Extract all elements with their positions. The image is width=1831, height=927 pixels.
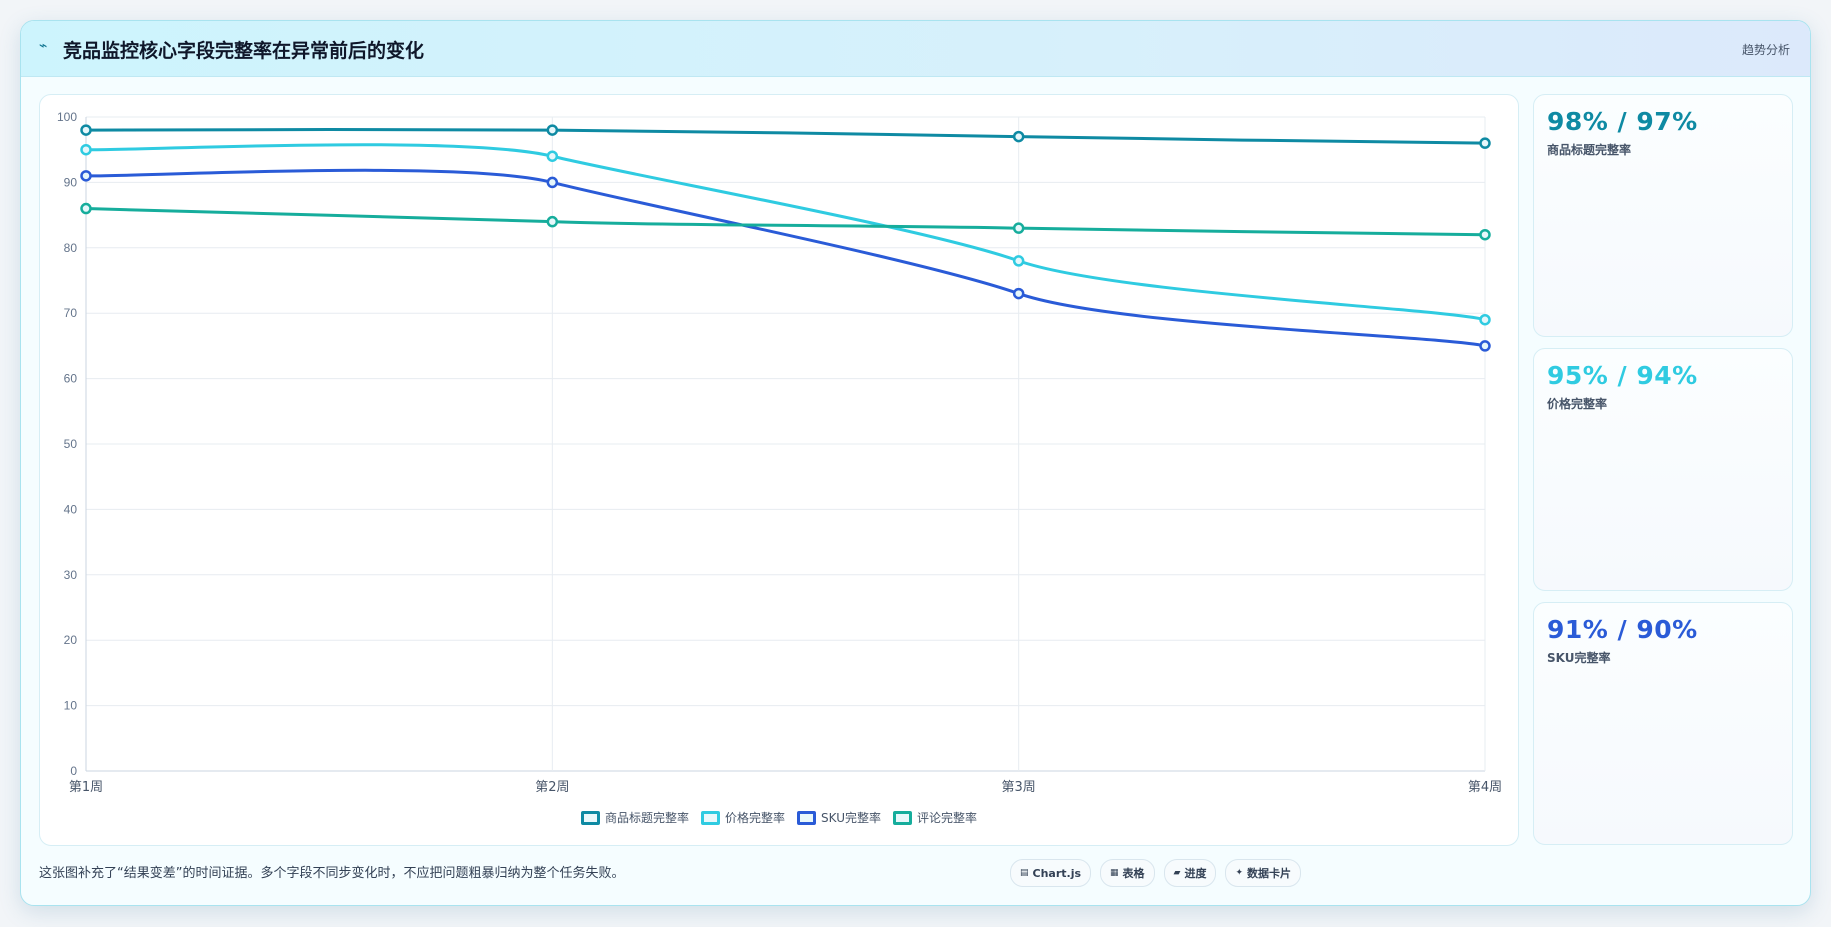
legend-swatch: [701, 810, 721, 825]
stat-value: 91% / 90%: [1547, 615, 1698, 644]
chart-icon: ▤: [1020, 868, 1029, 878]
data-point: [1012, 222, 1025, 234]
stat-card-price: 95% / 94% 价格完整率: [1533, 348, 1793, 591]
data-point: [80, 170, 92, 182]
legend-swatch: [581, 810, 600, 825]
chip-label: 数据卡片: [1247, 867, 1292, 880]
stat-card-title: 98% / 97% 商品标题完整率: [1533, 94, 1793, 337]
analysis-tag: 趋势分析: [1741, 43, 1790, 57]
series-line: [85, 168, 1486, 348]
data-point: [1479, 313, 1491, 326]
data-point: [1012, 255, 1025, 267]
data-point: [1012, 287, 1025, 300]
data-point: [546, 150, 559, 162]
chip-chartjs[interactable]: ▤ Chart.js: [1010, 859, 1092, 887]
legend-label: 商品标题完整率: [605, 811, 690, 825]
series-line: [85, 127, 1486, 145]
footer-chips: ▤ Chart.js ▦ 表格 ▰ 进度 ✦ 数据卡片: [1010, 859, 1302, 887]
data-point: [1479, 228, 1491, 241]
legend-label: 评论完整率: [916, 811, 977, 825]
line-chart-card: 0 10 20 30 40 50 60 70 80 90 100 第1周 第2周 第3周 第4周 商品标题完…: [39, 94, 1519, 846]
progress-icon: ▰: [1173, 868, 1181, 878]
chip-table[interactable]: ▦ 表格: [1100, 859, 1155, 887]
legend-item[interactable]: 价格完整率: [701, 809, 785, 826]
y-tick-label: 20: [64, 633, 78, 647]
y-tick-label: 90: [64, 175, 78, 189]
chip-label: Chart.js: [1032, 866, 1082, 880]
data-point: [546, 124, 559, 136]
data-point: [1012, 130, 1025, 143]
footer-note: 这张图补充了“结果变差”的时间证据。多个字段不同步变化时，不应把问题粗暴归纳为整…: [39, 866, 625, 881]
data-point: [80, 143, 92, 156]
stat-label: 价格完整率: [1547, 397, 1608, 411]
data-point: [546, 215, 559, 228]
table-icon: ▦: [1110, 868, 1119, 878]
legend-label: 价格完整率: [725, 811, 786, 825]
series-line: [85, 143, 1486, 322]
data-point: [546, 176, 559, 189]
y-tick-label: 60: [64, 372, 78, 386]
y-tick-label: 100: [57, 110, 77, 124]
trend-line-icon: ⌁: [39, 38, 48, 54]
panel-header: ⌁ 竞品监控核心字段完整率在异常前后的变化 趋势分析: [21, 21, 1810, 77]
legend-item[interactable]: 评论完整率: [892, 809, 977, 826]
stat-value: 98% / 97%: [1547, 107, 1698, 136]
chip-label: 进度: [1184, 867, 1207, 880]
panel-title: 竞品监控核心字段完整率在异常前后的变化: [63, 40, 425, 62]
card-icon: ✦: [1235, 868, 1244, 878]
chip-progress[interactable]: ▰ 进度: [1163, 859, 1217, 887]
line-chart: 0 10 20 30 40 50 60 70 80 90 100 第1周 第2周 第3周 第4周: [57, 110, 1502, 795]
y-tick-label: 0: [70, 764, 77, 778]
legend-label: SKU完整率: [821, 811, 881, 825]
series-line: [85, 207, 1486, 237]
x-tick-label: 第4周: [1468, 780, 1502, 795]
stat-label: 商品标题完整率: [1547, 143, 1632, 157]
y-tick-label: 70: [64, 306, 78, 320]
data-point: [80, 202, 92, 215]
stat-value: 95% / 94%: [1547, 361, 1698, 390]
data-point: [1479, 340, 1491, 352]
chart-panel: ⌁ 竞品监控核心字段完整率在异常前后的变化 趋势分析 0 10 20 30 40 50 60…: [20, 20, 1811, 906]
stat-label: SKU完整率: [1547, 651, 1611, 665]
x-tick-label: 第2周: [535, 780, 569, 795]
legend-item[interactable]: 商品标题完整率: [581, 809, 689, 826]
y-tick-label: 30: [64, 568, 78, 582]
chip-data-card[interactable]: ✦ 数据卡片: [1225, 859, 1302, 887]
legend-item[interactable]: SKU完整率: [797, 809, 881, 826]
y-tick-label: 80: [64, 241, 78, 255]
data-point: [80, 124, 92, 136]
stat-card-sku: 91% / 90% SKU完整率: [1533, 602, 1793, 845]
y-tick-label: 10: [64, 699, 78, 713]
x-tick-label: 第3周: [1002, 780, 1036, 795]
data-point: [1479, 137, 1491, 149]
legend-swatch: [797, 810, 817, 825]
chart-legend: 商品标题完整率 价格完整率 SKU完整率 评论完整率: [40, 809, 1518, 826]
legend-swatch: [892, 810, 912, 825]
chip-label: 表格: [1122, 867, 1145, 880]
y-tick-label: 50: [64, 437, 78, 451]
x-tick-label: 第1周: [69, 780, 103, 795]
y-tick-label: 40: [64, 502, 78, 516]
